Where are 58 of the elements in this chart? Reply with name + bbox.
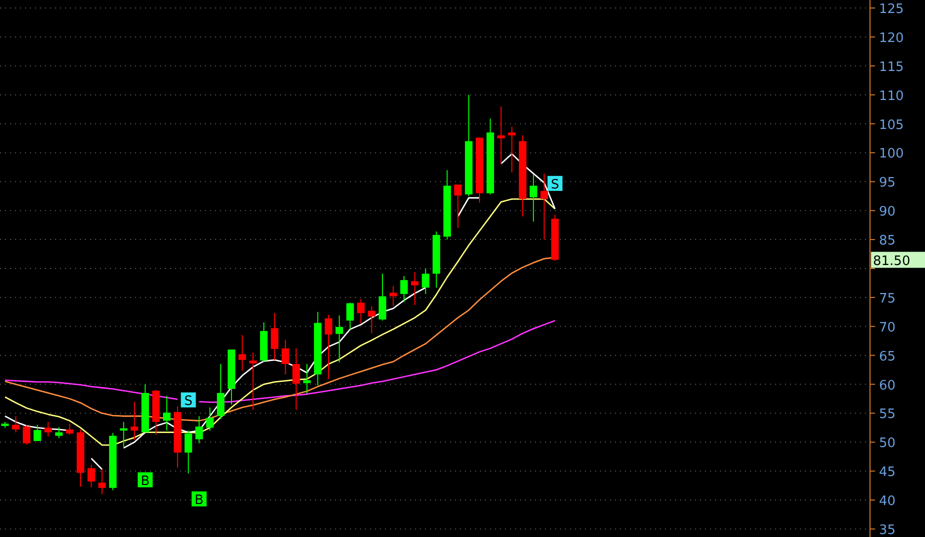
y-tick-label: 105 [879, 118, 904, 133]
candlestick [454, 184, 462, 228]
candlestick [336, 314, 344, 363]
candlestick [497, 106, 505, 165]
candlestick [88, 464, 96, 488]
candlestick [66, 423, 74, 436]
candlestick [400, 276, 408, 303]
candlestick [206, 406, 214, 432]
candlestick [368, 306, 376, 334]
y-tick-label: 60 [879, 378, 896, 394]
candlestick [411, 271, 419, 306]
candlestick [378, 273, 386, 322]
y-tick-label: 100 [879, 146, 904, 162]
y-tick-label: 90 [879, 204, 896, 220]
candlestick [130, 401, 138, 440]
text: B [194, 492, 204, 508]
candlestick [98, 468, 106, 495]
candlestick [238, 334, 246, 372]
candlestick [346, 302, 354, 330]
series-label: B [140, 474, 150, 489]
text: S [550, 177, 560, 192]
y-tick-label: 35 [879, 523, 896, 537]
candlestick [422, 268, 430, 294]
candlestick [184, 430, 192, 474]
candlestick [195, 416, 203, 444]
y-tick-label: 85 [879, 234, 896, 249]
candlestick [22, 424, 30, 445]
y-tick-label: 120 [879, 30, 904, 46]
candlestick [357, 298, 365, 324]
candlestick [530, 174, 538, 222]
candlestick [216, 364, 224, 420]
candlestick [292, 348, 300, 410]
y-tick-label: 95 [879, 176, 896, 191]
y-tick-label: 50 [879, 436, 896, 452]
candlestick [282, 339, 290, 375]
y-tick-label: 55 [879, 407, 896, 422]
candlestick [303, 364, 311, 394]
candlestick [34, 424, 42, 442]
y-tick-label: 110 [879, 88, 904, 104]
y-tick-label: 125 [879, 2, 904, 17]
candlestick [44, 421, 52, 437]
candlestick [389, 285, 398, 307]
text: 81.50 [873, 254, 910, 269]
y-tick-label: 40 [879, 494, 896, 510]
series-label: S [184, 394, 192, 409]
candlestick [270, 312, 278, 360]
y-tick-label: 65 [879, 349, 896, 364]
candlestick [324, 314, 332, 380]
y-tick-label: 75 [879, 291, 896, 306]
y-tick-label: 70 [879, 320, 896, 336]
candlestick [508, 126, 516, 173]
candlestick [162, 395, 171, 432]
y-tick-label: 45 [879, 465, 896, 480]
y-tick-label: 115 [879, 60, 904, 75]
candlestick [249, 352, 257, 410]
candlestick [55, 426, 63, 439]
candlestick [12, 416, 20, 433]
candlestick [540, 173, 548, 240]
